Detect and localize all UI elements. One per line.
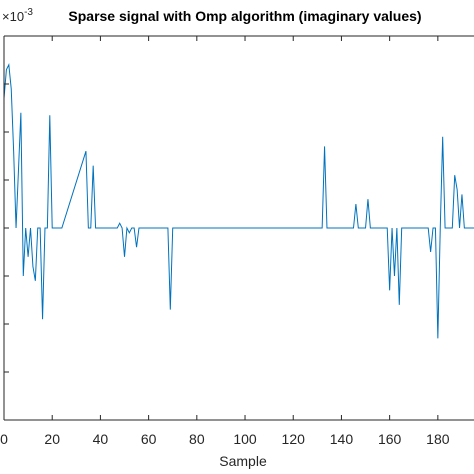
x-tick-label: 120: [282, 431, 306, 447]
chart-title: Sparse signal with Omp algorithm (imagin…: [68, 8, 421, 24]
x-axis-label: Sample: [219, 453, 267, 469]
x-tick-label: 20: [44, 431, 60, 447]
plot-area: [3, 63, 474, 339]
x-tick-label: 80: [189, 431, 205, 447]
y-exponent: ×10-3: [2, 7, 33, 24]
x-tick-label: 100: [233, 431, 257, 447]
x-ticks: 0 20 40 60 80 100 120 140 160 180: [0, 36, 450, 447]
y-exponent-power: -3: [24, 7, 33, 18]
x-tick-label: 40: [93, 431, 109, 447]
x-tick-label: 180: [426, 431, 450, 447]
series-line: [3, 63, 474, 339]
y-ticks: [4, 35, 9, 421]
x-tick-label: 0: [0, 431, 8, 447]
x-tick-label: 140: [330, 431, 354, 447]
y-exponent-base: ×10: [2, 9, 24, 24]
x-tick-label: 160: [378, 431, 402, 447]
x-tick-label: 60: [141, 431, 157, 447]
